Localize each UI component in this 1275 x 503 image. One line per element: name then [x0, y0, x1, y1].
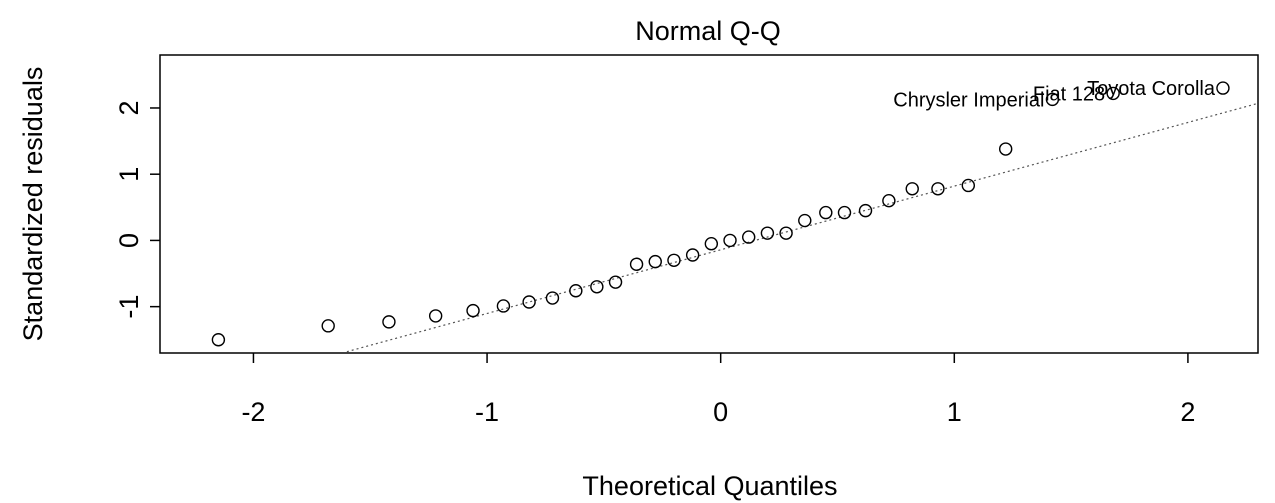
- y-tick-label: 2: [114, 100, 144, 115]
- data-point: [496, 299, 511, 313]
- y-tick-label: 0: [114, 233, 144, 248]
- data-point: [321, 319, 335, 333]
- data-point: [858, 203, 873, 218]
- x-axis-label: Theoretical Quantiles: [582, 471, 837, 501]
- data-point: [760, 226, 775, 240]
- data-point: [798, 213, 812, 228]
- data-point: [1045, 92, 1060, 107]
- data-point: [428, 309, 443, 323]
- data-point: [466, 303, 480, 318]
- data-point: [382, 315, 396, 329]
- x-axis: -2 -1 0 1 2: [241, 353, 1195, 427]
- data-point: [931, 182, 945, 196]
- data-point: [723, 233, 737, 248]
- data-point: [648, 254, 662, 269]
- data-point: [522, 295, 536, 309]
- data-point: [608, 275, 623, 289]
- x-tick-label: 2: [1180, 397, 1195, 427]
- data-point: [819, 205, 833, 220]
- data-point: [685, 248, 700, 262]
- point-label: Chrysler Imperial: [893, 89, 1044, 111]
- data-point: [961, 178, 976, 193]
- reference-line-group: [346, 102, 1259, 353]
- x-tick-label: 0: [713, 397, 728, 427]
- data-point: [837, 205, 852, 220]
- x-tick-label: -1: [475, 397, 499, 427]
- y-axis: -1 0 1 2: [114, 100, 160, 319]
- data-point: [569, 284, 583, 298]
- data-point: [1106, 86, 1120, 101]
- data-point: [998, 142, 1013, 156]
- x-tick-label: 1: [947, 397, 962, 427]
- y-tick-label: 1: [114, 167, 144, 182]
- point-label: Toyota Corolla: [1087, 78, 1216, 100]
- data-point: [905, 182, 919, 196]
- point-label: Fiat 128: [1033, 83, 1105, 105]
- data-point: [629, 257, 644, 271]
- data-point: [704, 237, 719, 251]
- data-point: [882, 193, 896, 208]
- plot-frame: [159, 54, 1259, 354]
- points-group: [211, 81, 1230, 347]
- data-point: [742, 230, 756, 244]
- reference-line: [346, 102, 1259, 353]
- x-tick-label: -2: [241, 397, 265, 427]
- y-tick-label: -1: [114, 295, 144, 319]
- y-axis-label: Standardized residuals: [18, 67, 48, 342]
- data-point: [779, 226, 793, 240]
- data-point: [590, 280, 604, 294]
- chart-title: Normal Q-Q: [635, 16, 781, 46]
- data-point: [211, 333, 226, 347]
- data-point: [667, 253, 681, 267]
- data-point: [1216, 81, 1230, 95]
- data-point: [545, 291, 560, 305]
